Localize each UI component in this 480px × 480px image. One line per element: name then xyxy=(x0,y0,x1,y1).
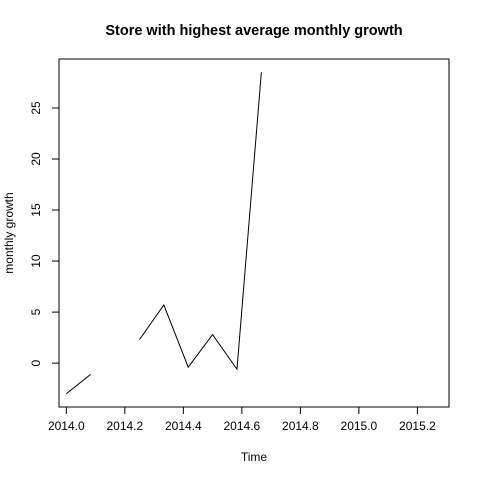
y-tick-label: 15 xyxy=(29,203,43,217)
x-tick-label: 2015.0 xyxy=(341,419,378,433)
y-tick-label: 5 xyxy=(29,308,43,315)
x-tick-label: 2014.4 xyxy=(165,419,202,433)
series-layer xyxy=(65,72,262,395)
y-tick-label: 25 xyxy=(29,101,43,115)
x-tick-label: 2014.8 xyxy=(282,419,319,433)
x-tick-label: 2015.2 xyxy=(399,419,436,433)
series-line-segment xyxy=(65,373,92,395)
y-tick-label: 10 xyxy=(29,254,43,268)
x-tick-label: 2014.0 xyxy=(48,419,85,433)
plot-frame xyxy=(58,58,450,408)
y-tick-label: 20 xyxy=(29,152,43,166)
series-line-segment xyxy=(139,72,262,371)
chart-title: Store with highest average monthly growt… xyxy=(105,23,402,39)
y-tick-label: 0 xyxy=(29,359,43,366)
x-axis: 2014.0 2014.2 2014.4 2014.6 2014.8 2015.0 2015… xyxy=(48,406,436,433)
y-axis: 0 5 10 15 20 25 xyxy=(29,101,60,366)
x-axis-label: Time xyxy=(241,450,268,464)
y-axis-label: monthly growth xyxy=(2,192,16,273)
x-tick-label: 2014.6 xyxy=(224,419,261,433)
x-tick-label: 2014.2 xyxy=(106,419,143,433)
